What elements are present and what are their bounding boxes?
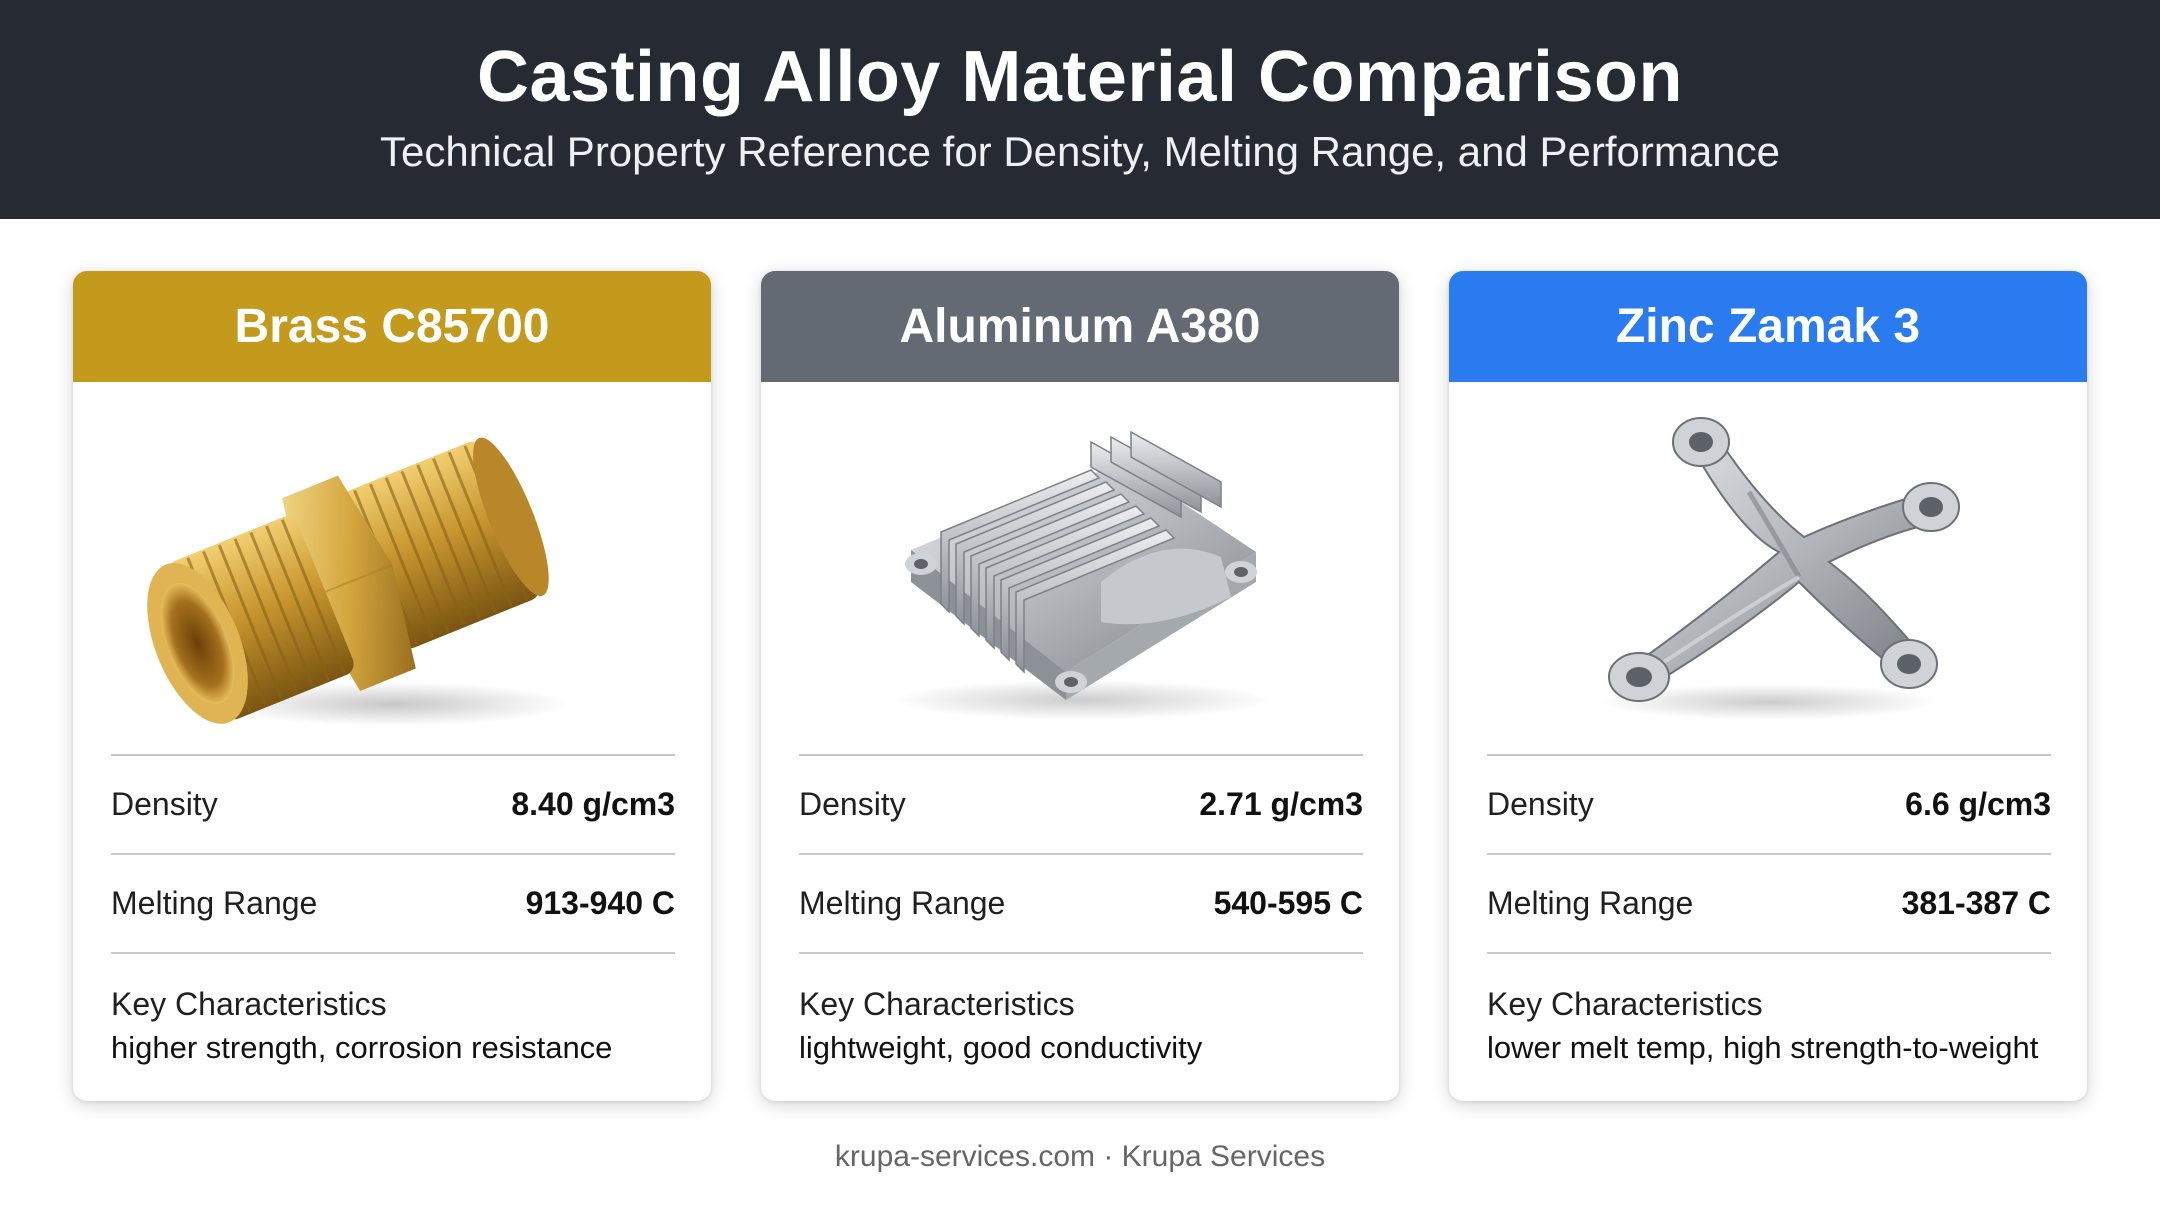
property-list: Density 2.71 g/cm3 Melting Range 540-595… bbox=[799, 754, 1363, 1070]
key-characteristics-text: lightweight, good conductivity bbox=[799, 1030, 1203, 1065]
density-row: Density 6.6 g/cm3 bbox=[1487, 756, 2051, 853]
property-list: Density 6.6 g/cm3 Melting Range 381-387 … bbox=[1487, 754, 2051, 1070]
melting-range-label: Melting Range bbox=[1487, 885, 1694, 921]
melting-range-value: 540-595 C bbox=[1213, 885, 1363, 921]
divider bbox=[799, 853, 1363, 855]
divider bbox=[111, 754, 675, 756]
divider bbox=[111, 853, 675, 855]
divider bbox=[799, 754, 1363, 756]
footer-attribution: krupa-services.com · Krupa Services bbox=[834, 1140, 1326, 1173]
divider bbox=[111, 952, 675, 954]
page-header: Casting Alloy Material Comparison Techni… bbox=[0, 0, 2160, 219]
divider bbox=[1487, 853, 2051, 855]
divider bbox=[1487, 952, 2051, 954]
density-value: 2.71 g/cm3 bbox=[1199, 786, 1363, 822]
key-characteristics: Key Characteristics higher strength, cor… bbox=[111, 954, 675, 1070]
property-list: Density 8.40 g/cm3 Melting Range 913-940… bbox=[111, 754, 675, 1070]
material-card-brass: Brass C85700 bbox=[73, 271, 711, 1101]
density-label: Density bbox=[1487, 786, 1594, 822]
divider bbox=[1487, 754, 2051, 756]
melting-range-row: Melting Range 913-940 C bbox=[111, 855, 675, 952]
key-characteristics-text: lower melt temp, high strength-to-weight bbox=[1487, 1030, 2039, 1065]
density-label: Density bbox=[799, 786, 906, 822]
zinc-bracket-image bbox=[1449, 382, 2087, 752]
melting-range-row: Melting Range 381-387 C bbox=[1487, 855, 2051, 952]
material-card-zinc: Zinc Zamak 3 bbox=[1449, 271, 2087, 1101]
density-label: Density bbox=[111, 786, 218, 822]
key-characteristics: Key Characteristics lower melt temp, hig… bbox=[1487, 954, 2051, 1070]
aluminum-finned-housing-image bbox=[761, 382, 1399, 752]
brass-pipe-fitting-image bbox=[73, 382, 711, 752]
density-row: Density 2.71 g/cm3 bbox=[799, 756, 1363, 853]
page-subtitle: Technical Property Reference for Density… bbox=[380, 128, 1780, 175]
card-header: Brass C85700 bbox=[73, 271, 711, 382]
density-value: 6.6 g/cm3 bbox=[1905, 786, 2051, 822]
card-header: Aluminum A380 bbox=[761, 271, 1399, 382]
density-value: 8.40 g/cm3 bbox=[511, 786, 675, 822]
material-name: Brass C85700 bbox=[234, 300, 550, 353]
density-row: Density 8.40 g/cm3 bbox=[111, 756, 675, 853]
key-characteristics-label: Key Characteristics bbox=[1487, 986, 1763, 1022]
material-name: Aluminum A380 bbox=[899, 300, 1261, 353]
key-characteristics-text: higher strength, corrosion resistance bbox=[111, 1030, 613, 1065]
divider bbox=[799, 952, 1363, 954]
melting-range-row: Melting Range 540-595 C bbox=[799, 855, 1363, 952]
key-characteristics-label: Key Characteristics bbox=[111, 986, 387, 1022]
key-characteristics: Key Characteristics lightweight, good co… bbox=[799, 954, 1363, 1070]
material-card-aluminum: Aluminum A380 bbox=[761, 271, 1399, 1101]
page-title: Casting Alloy Material Comparison bbox=[476, 37, 1684, 117]
material-name: Zinc Zamak 3 bbox=[1615, 300, 1921, 353]
key-characteristics-label: Key Characteristics bbox=[799, 986, 1075, 1022]
melting-range-label: Melting Range bbox=[111, 885, 318, 921]
melting-range-label: Melting Range bbox=[799, 885, 1006, 921]
card-header: Zinc Zamak 3 bbox=[1449, 271, 2087, 382]
melting-range-value: 381-387 C bbox=[1901, 885, 2051, 921]
melting-range-value: 913-940 C bbox=[525, 885, 675, 921]
